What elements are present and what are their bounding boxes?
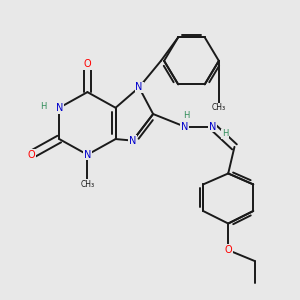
Text: O: O: [27, 150, 35, 160]
Text: N: N: [135, 82, 143, 92]
Text: H: H: [183, 111, 189, 120]
Text: H: H: [40, 102, 47, 111]
Text: O: O: [84, 59, 91, 69]
Text: N: N: [181, 122, 188, 131]
Text: N: N: [84, 150, 91, 160]
Text: N: N: [129, 136, 136, 146]
Text: CH₃: CH₃: [80, 180, 94, 189]
Text: CH₃: CH₃: [212, 103, 226, 112]
Text: H: H: [222, 129, 228, 138]
Text: O: O: [224, 245, 232, 255]
Text: N: N: [56, 103, 63, 113]
Text: N: N: [209, 122, 216, 131]
